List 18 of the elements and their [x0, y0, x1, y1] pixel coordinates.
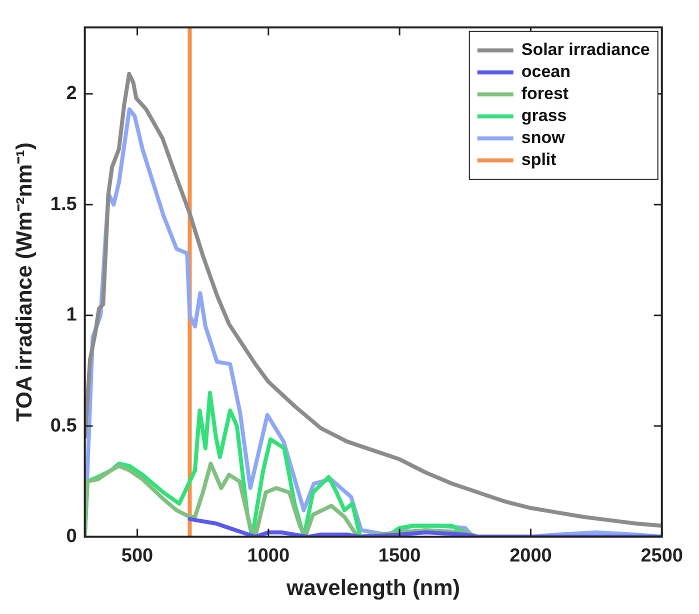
- x-axis-title: wavelength (nm): [286, 574, 460, 600]
- legend-label: snow: [521, 128, 566, 148]
- x-tick-label: 2500: [640, 545, 684, 566]
- y-tick-label: 1.5: [50, 194, 78, 215]
- legend-label: ocean: [521, 62, 570, 82]
- legend-label: split: [521, 150, 557, 170]
- legend-label: grass: [521, 106, 567, 126]
- y-tick-label: 2: [66, 83, 77, 104]
- y-tick-label: 0.5: [50, 415, 78, 436]
- y-tick-label: 1: [66, 304, 78, 326]
- legend-label: forest: [521, 84, 569, 104]
- x-tick-label: 500: [121, 545, 154, 566]
- y-tick-label: 0: [66, 526, 77, 548]
- legend-label: Solar irradiance: [521, 40, 650, 60]
- x-tick-label: 1500: [378, 545, 421, 566]
- x-tick-label: 2000: [510, 545, 552, 566]
- y-axis-title: TOA irradiance (Wm⁻²nm⁻¹): [11, 142, 36, 422]
- x-tick-label: 1000: [247, 545, 290, 566]
